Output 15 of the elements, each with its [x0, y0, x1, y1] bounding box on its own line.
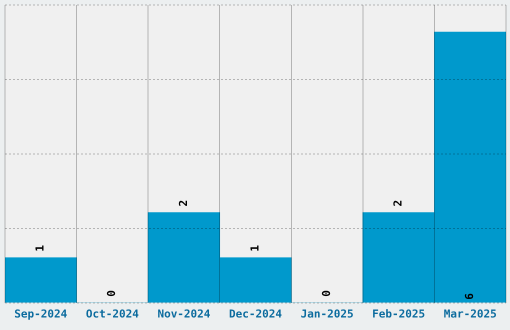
x-tick-label: Dec-2024	[229, 307, 282, 320]
data-label: 1	[34, 244, 47, 252]
data-label: 0	[320, 290, 333, 297]
x-tick-label: Nov-2024	[157, 307, 211, 320]
data-label: 1	[248, 244, 262, 252]
x-tick-label: Jan-2025	[300, 307, 354, 320]
data-label: 2	[176, 200, 190, 207]
x-tick-label: Oct-2024	[86, 307, 140, 320]
x-tick-label: Feb-2025	[372, 307, 426, 320]
bar	[5, 257, 77, 303]
x-tick-label: Mar-2025	[444, 307, 497, 320]
x-tick-label: Sep-2024	[14, 307, 68, 320]
data-label: 6	[463, 292, 476, 300]
data-label: 0	[105, 290, 118, 297]
data-label: 2	[392, 200, 404, 207]
